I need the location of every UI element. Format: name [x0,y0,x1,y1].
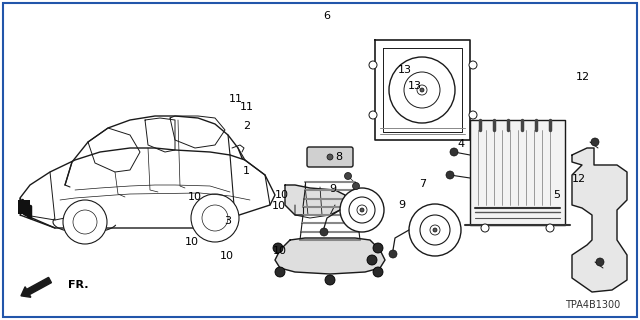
FancyArrow shape [21,277,51,297]
Circle shape [481,224,489,232]
Polygon shape [572,148,627,292]
Circle shape [373,267,383,277]
Circle shape [446,171,454,179]
Text: 12: 12 [575,72,589,82]
Text: 7: 7 [419,179,426,189]
Circle shape [273,243,283,253]
Circle shape [349,197,375,223]
Circle shape [389,250,397,258]
Text: TPA4B1300: TPA4B1300 [564,300,620,310]
Circle shape [433,228,437,232]
Text: 6: 6 [323,11,330,21]
Text: 9: 9 [329,184,337,194]
Text: 10: 10 [275,190,289,200]
Text: 11: 11 [239,102,253,112]
Text: 10: 10 [271,201,285,212]
Polygon shape [470,120,565,225]
Circle shape [409,204,461,256]
Text: 10: 10 [273,246,287,256]
Text: 1: 1 [243,166,250,176]
Circle shape [420,215,450,245]
Polygon shape [275,238,385,274]
FancyBboxPatch shape [307,147,353,167]
Circle shape [191,194,239,242]
Text: 10: 10 [188,192,202,202]
Circle shape [546,224,554,232]
Circle shape [327,154,333,160]
Bar [18,200,30,214]
Circle shape [325,275,335,285]
Circle shape [320,228,328,236]
Circle shape [404,72,440,108]
Text: 3: 3 [224,216,230,226]
Text: 13: 13 [408,81,422,91]
Text: 4: 4 [457,139,465,149]
Circle shape [323,150,337,164]
Text: 11: 11 [228,94,243,104]
Circle shape [369,111,377,119]
Circle shape [389,57,455,123]
Circle shape [344,172,351,180]
Circle shape [596,258,604,266]
Circle shape [369,61,377,69]
Text: 9: 9 [398,200,406,210]
Text: 8: 8 [335,152,343,162]
Text: 5: 5 [554,190,560,200]
Circle shape [591,138,599,146]
Circle shape [73,210,97,234]
Circle shape [353,182,360,189]
Circle shape [360,208,364,212]
Circle shape [63,200,107,244]
Circle shape [469,111,477,119]
Polygon shape [285,185,345,215]
Circle shape [340,188,384,232]
Circle shape [275,267,285,277]
Text: 2: 2 [243,121,250,132]
Text: FR.: FR. [68,280,88,290]
Circle shape [202,205,228,231]
Circle shape [367,255,377,265]
Text: 13: 13 [398,65,412,76]
Circle shape [417,85,427,95]
Circle shape [420,88,424,92]
Circle shape [430,225,440,235]
Circle shape [373,243,383,253]
Circle shape [357,205,367,215]
Circle shape [469,61,477,69]
Text: 12: 12 [572,174,586,184]
Circle shape [450,148,458,156]
Text: 10: 10 [185,236,199,247]
Text: 10: 10 [220,251,234,261]
